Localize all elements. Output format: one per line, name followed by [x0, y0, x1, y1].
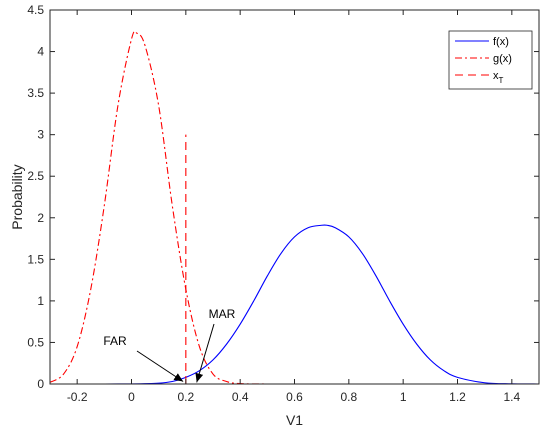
- legend-label: f(x): [493, 36, 509, 48]
- y-tick-label: 4.5: [27, 3, 44, 17]
- x-tick-label: 1.2: [449, 390, 466, 404]
- annotations: FAR MAR: [103, 307, 236, 383]
- y-tick-label: 1: [37, 294, 44, 308]
- annotation-far: FAR: [103, 334, 127, 348]
- y-axis-ticks: 0 0.5 1 1.5 2 2.5 3 3.5 4 4.5: [27, 3, 539, 391]
- annotation-arrow-far: [136, 350, 184, 382]
- y-tick-label: 3.5: [27, 86, 44, 100]
- x-tick-label: 1: [400, 390, 407, 404]
- x-tick-label: 0.8: [340, 390, 357, 404]
- y-tick-label: 0: [37, 377, 44, 391]
- y-axis-label: Probability: [9, 164, 25, 229]
- x-tick-label: 0.4: [232, 390, 249, 404]
- legend-box: [448, 30, 533, 90]
- annotation-arrow-mar: [195, 323, 215, 383]
- x-tick-label: 0: [128, 390, 135, 404]
- x-tick-label: -0.2: [67, 390, 88, 404]
- y-tick-label: 2: [37, 211, 44, 225]
- legend-label: xT: [493, 70, 504, 85]
- series-f-line: [49, 224, 540, 385]
- y-tick-label: 4: [37, 45, 44, 59]
- y-tick-label: 3: [37, 128, 44, 142]
- y-tick-label: 1.5: [27, 252, 44, 266]
- y-tick-label: 0.5: [27, 335, 44, 349]
- y-tick-label: 2.5: [27, 169, 44, 183]
- legend: f(x) g(x) xT: [448, 30, 533, 90]
- x-axis-ticks: -0.2 0 0.2 0.4 0.6 0.8 1 1.2 1.4: [67, 10, 520, 404]
- x-tick-label: 0.6: [286, 390, 303, 404]
- x-tick-label: 0.2: [177, 390, 194, 404]
- x-axis-label: V1: [286, 412, 303, 428]
- legend-label: g(x): [493, 53, 512, 65]
- x-tick-label: 1.4: [503, 390, 520, 404]
- annotation-mar: MAR: [209, 307, 236, 321]
